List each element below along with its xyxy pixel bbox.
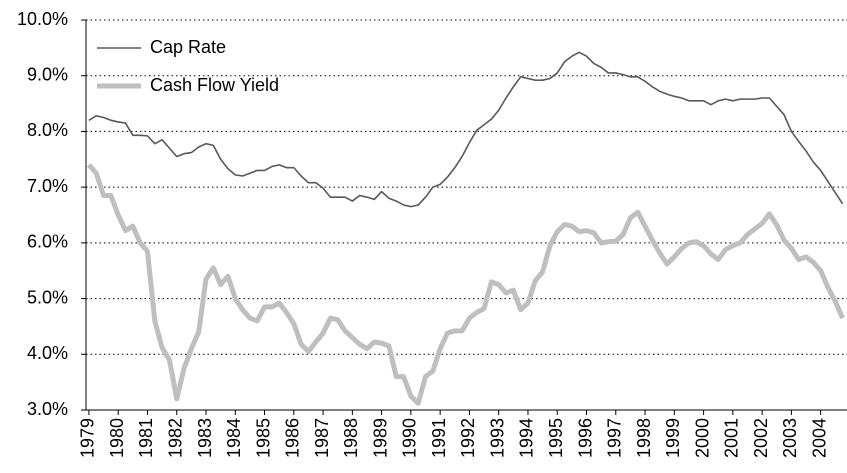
x-tick-label: 1986 (283, 418, 303, 458)
y-tick-label: 7.0% (27, 176, 68, 196)
x-tick-label: 1996 (575, 418, 595, 458)
y-tick-label: 4.0% (27, 343, 68, 363)
y-tick-label: 3.0% (27, 399, 68, 419)
x-tick-label: 1990 (400, 418, 420, 458)
x-tick-label: 1987 (312, 418, 332, 458)
x-tick-label: 2004 (809, 418, 829, 458)
y-tick-label: 10.0% (17, 9, 68, 29)
x-tick-label: 2003 (780, 418, 800, 458)
x-tick-label: 1995 (546, 418, 566, 458)
x-tick-label: 1998 (634, 418, 654, 458)
y-tick-label: 9.0% (27, 64, 68, 84)
x-tick-label: 1983 (195, 418, 215, 458)
x-tick-label: 1979 (78, 418, 98, 458)
x-tick-label: 1981 (136, 418, 156, 458)
legend-label: Cash Flow Yield (150, 75, 279, 95)
x-tick-label: 1984 (224, 418, 244, 458)
x-tick-label: 1980 (107, 418, 127, 458)
x-tick-label: 1989 (370, 418, 390, 458)
series-line (88, 51, 844, 208)
x-tick-label: 2001 (722, 418, 742, 458)
x-tick-label: 1985 (253, 418, 273, 458)
x-tick-label: 1999 (663, 418, 683, 458)
x-tick-label: 1993 (487, 418, 507, 458)
x-tick-label: 1988 (341, 418, 361, 458)
x-tick-label: 1997 (605, 418, 625, 458)
series-line (87, 163, 845, 406)
legend-label: Cap Rate (150, 37, 226, 57)
x-tick-label: 1994 (517, 418, 537, 458)
y-tick-label: 5.0% (27, 287, 68, 307)
x-tick-label: 2000 (692, 418, 712, 458)
x-tick-label: 2002 (751, 418, 771, 458)
y-tick-label: 6.0% (27, 232, 68, 252)
y-tick-label: 8.0% (27, 120, 68, 140)
x-tick-label: 1992 (458, 418, 478, 458)
x-tick-label: 1991 (429, 418, 449, 458)
x-tick-label: 1982 (165, 418, 185, 458)
